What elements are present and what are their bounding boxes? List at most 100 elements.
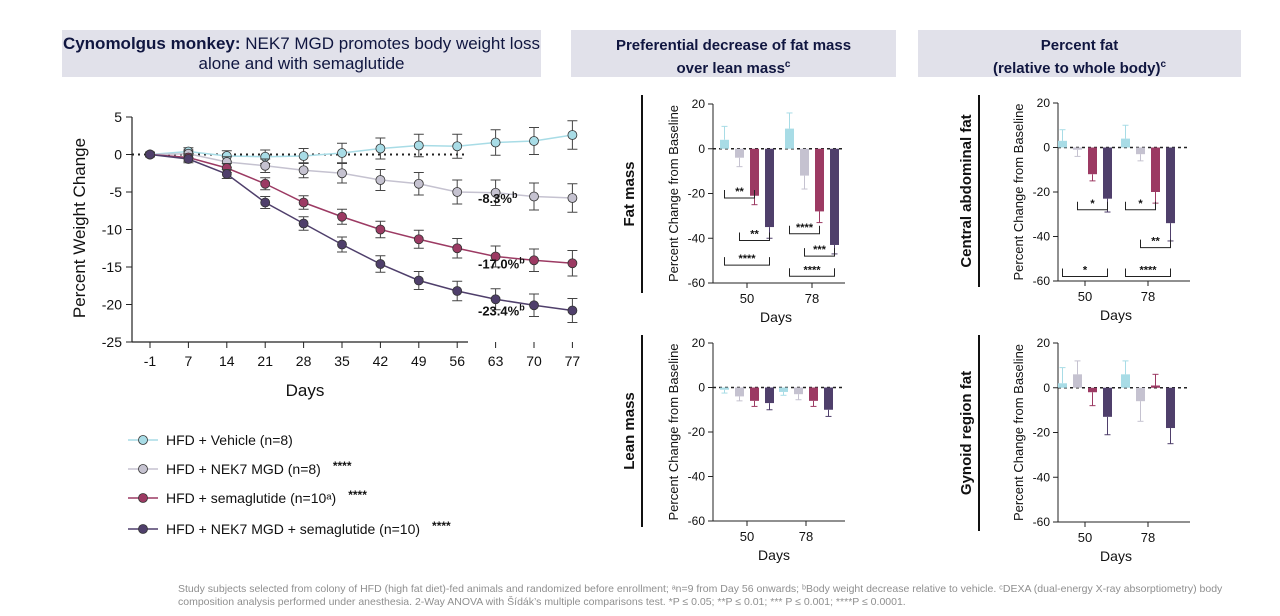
fat_mass-x-tick-label: 78 — [805, 291, 819, 306]
lean_mass-bar-sema — [750, 387, 759, 401]
fat_mass-sig-label: **** — [738, 253, 756, 265]
weight-point-combo — [183, 154, 194, 164]
central_fat-row-label: Central abdominal fat — [958, 114, 975, 267]
gynoid_fat-row-label: Gynoid region fat — [958, 371, 975, 495]
weight-x-tick-label: 28 — [296, 353, 312, 369]
fat_mass-sig-label: ** — [735, 186, 744, 198]
legend-marker-vehicle — [138, 435, 148, 445]
weight-point-combo — [298, 218, 309, 229]
lean_mass-x-label: Days — [758, 547, 790, 563]
weight-point-sema — [413, 234, 424, 245]
weight-point-nek7 — [529, 191, 539, 202]
gynoid_fat-y-tick-label: 0 — [1043, 381, 1050, 395]
right-panel-title: Percent fat (relative to whole body)c — [918, 30, 1241, 77]
fat_mass-bar-sema — [750, 148, 759, 196]
mid-panel-title: Preferential decrease of fat mass over l… — [571, 30, 896, 77]
weight-x-tick-label: 70 — [526, 353, 542, 369]
weight-point-combo — [145, 149, 155, 160]
central_fat-sig-label: * — [1090, 198, 1095, 210]
fat_mass-sig-label: *** — [813, 244, 827, 256]
weight-point-nek7 — [337, 168, 347, 179]
weight-point-combo — [375, 259, 386, 269]
weight-y-tick-label: -5 — [110, 184, 123, 200]
gynoid_fat-y-tick-label: -60 — [1033, 515, 1051, 529]
weight-point-sema — [529, 255, 539, 266]
central_fat-y-tick-label: 0 — [1043, 141, 1050, 155]
weight-point-nek7 — [567, 193, 578, 203]
central_fat-bar-vehicle — [1058, 140, 1067, 148]
weight-point-combo — [490, 294, 501, 305]
weight-y-tick-label: -25 — [102, 334, 122, 350]
lean_mass-bar-vehicle — [720, 387, 729, 390]
weight-point-combo — [529, 300, 539, 311]
gynoid_fat-bar-combo — [1103, 387, 1112, 417]
central_fat-y-tick-label: 20 — [1037, 96, 1051, 110]
lean_mass-bar-sema — [809, 387, 818, 401]
fat_mass-bar-sema — [815, 148, 824, 212]
weight-x-tick-label: 35 — [334, 353, 350, 369]
weight-point-vehicle — [490, 137, 501, 148]
footnote: Study subjects selected from colony of H… — [178, 583, 1223, 608]
central_fat-bar-sema — [1151, 147, 1160, 192]
mid-title-line1: Preferential decrease of fat mass — [615, 37, 852, 54]
legend-marker-sema — [138, 493, 148, 503]
weight-x-tick-label: 56 — [449, 353, 465, 369]
fat_mass-bar-combo — [765, 148, 774, 228]
lean_mass-bar-nek7 — [794, 387, 803, 395]
central_fat-bar-vehicle — [1121, 138, 1130, 148]
lean_mass-y-label: Percent Change from Baseline — [666, 343, 681, 520]
lean_mass-bar-nek7 — [735, 387, 744, 397]
gynoid_fat-bar-vehicle — [1121, 374, 1130, 388]
fat_mass-sig-bracket — [724, 189, 755, 199]
weight-x-tick-label: 49 — [411, 353, 427, 369]
weight-x-tick-label: 63 — [488, 353, 504, 369]
weight-x-tick-label: 42 — [373, 353, 389, 369]
central_fat-sig-label: * — [1083, 265, 1088, 277]
weight-x-tick-label: 14 — [219, 353, 235, 369]
fat_mass-y-tick-label: -40 — [688, 231, 706, 245]
fat_mass-sig-label: **** — [796, 222, 814, 234]
fat_mass-sig-bracket — [804, 248, 835, 257]
gynoid_fat-bar-nek7 — [1136, 387, 1145, 402]
gynoid_fat-x-label: Days — [1100, 548, 1132, 564]
central_fat-bar-sema — [1088, 147, 1097, 175]
weight-x-tick-label: -1 — [144, 353, 157, 369]
legend-label-nek7: HFD + NEK7 MGD (n=8) — [166, 461, 321, 477]
legend-label-combo: HFD + NEK7 MGD + semaglutide (n=10) — [166, 521, 420, 537]
central_fat-y-tick-label: -20 — [1033, 185, 1051, 199]
fat_mass-sig-label: **** — [803, 264, 821, 276]
weight-point-vehicle — [452, 141, 463, 152]
weight-point-nek7 — [490, 187, 501, 198]
central_fat-y-tick-label: -60 — [1033, 274, 1051, 288]
weight-end-label-nek7: -8.3%b — [478, 190, 518, 206]
gynoid_fat-x-tick-label: 50 — [1078, 530, 1092, 545]
fat_mass-y-label: Percent Change from Baseline — [666, 105, 681, 282]
central_fat-y-label: Percent Change from Baseline — [1011, 103, 1026, 280]
weight-series-line-nek7 — [149, 152, 573, 199]
fat_mass-x-tick-label: 50 — [740, 291, 754, 306]
fat_mass-y-tick-label: 20 — [692, 97, 706, 111]
legend-marker-nek7 — [138, 464, 148, 474]
weight-point-combo — [260, 197, 271, 208]
mid-title-line2: over lean mass — [676, 60, 785, 77]
weight-y-tick-label: -20 — [102, 297, 122, 313]
gynoid_fat-y-tick-label: -40 — [1033, 470, 1051, 484]
weight-end-label-sema: -17.0%b — [478, 255, 525, 271]
weight-x-label: Days — [286, 381, 325, 400]
central_fat-sig-label: ** — [1151, 236, 1160, 248]
fat_mass-sig-bracket — [789, 225, 820, 235]
gynoid_fat-bar-combo — [1166, 387, 1175, 429]
lean_mass-bar-combo — [765, 387, 774, 404]
weight-point-sema — [337, 211, 347, 222]
weight-point-vehicle — [413, 140, 424, 151]
right-title-line2: (relative to whole body) — [992, 60, 1161, 77]
weight-y-label: Percent Weight Change — [70, 138, 89, 318]
gynoid_fat-bar-sema — [1151, 385, 1160, 388]
fat_mass-bar-nek7 — [735, 148, 744, 158]
fat_mass-sig-bracket — [789, 268, 835, 277]
fat_mass-y-tick-label: -20 — [688, 187, 706, 201]
lean_mass-x-tick-label: 78 — [799, 529, 813, 544]
central_fat-sig-bracket — [1125, 201, 1156, 211]
central_fat-sig-label: **** — [1139, 265, 1157, 277]
